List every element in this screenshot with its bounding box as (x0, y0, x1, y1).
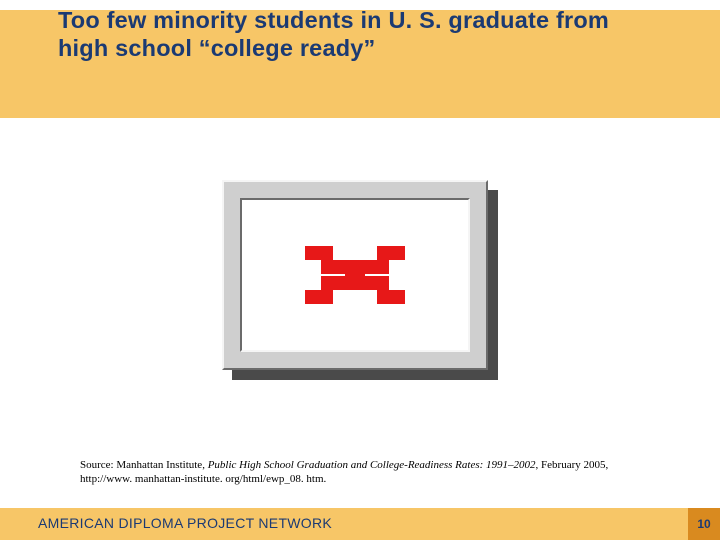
slide-title: Too few minority students in U. S. gradu… (58, 6, 658, 62)
source-citation: Source: Manhattan Institute, Public High… (80, 459, 660, 487)
placeholder-inner (240, 198, 470, 352)
placeholder-frame (222, 180, 488, 370)
broken-image-placeholder (222, 180, 498, 380)
footer-text: AMERICAN DIPLOMA PROJECT NETWORK (38, 515, 332, 531)
broken-image-icon (285, 230, 425, 320)
page-number: 10 (697, 517, 710, 531)
source-prefix: Source: Manhattan Institute, (80, 459, 208, 471)
source-italic: Public High School Graduation and Colleg… (208, 459, 536, 471)
footer-bar: AMERICAN DIPLOMA PROJECT NETWORK 10 (0, 508, 720, 540)
page-number-badge: 10 (688, 508, 720, 540)
slide: Too few minority students in U. S. gradu… (0, 0, 720, 540)
